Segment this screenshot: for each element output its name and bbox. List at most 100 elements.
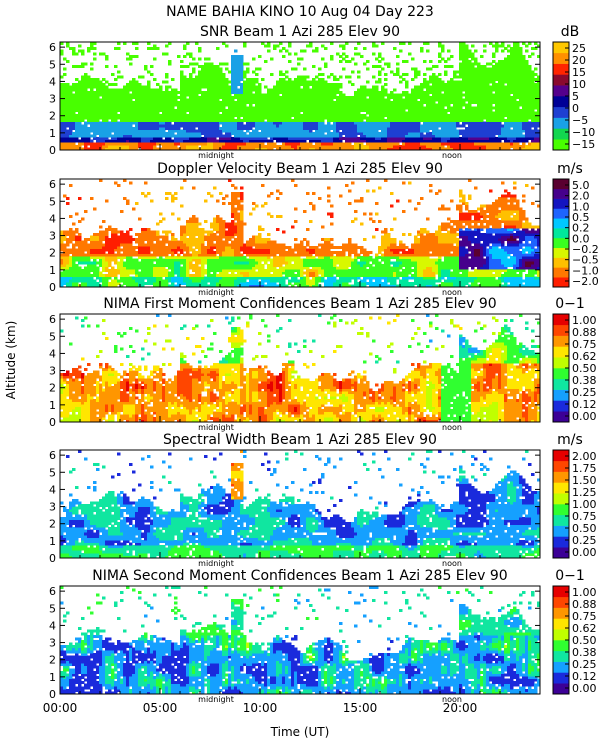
heatmap-cell [354,127,357,130]
heatmap-cell [156,93,159,96]
heatmap-cell [222,117,225,120]
heatmap-cell [411,145,414,148]
heatmap-cell [366,122,369,125]
heatmap-cell [348,127,351,130]
heatmap-cell [363,96,366,99]
heatmap-cell [258,93,261,96]
heatmap-cell [474,60,477,63]
heatmap-cell [213,75,216,78]
heatmap-cell [138,96,141,99]
heatmap-cell [297,117,300,120]
heatmap-cell [297,129,300,132]
heatmap-cell [345,132,348,135]
heatmap-cell [294,52,297,55]
heatmap-cell [378,119,381,122]
heatmap-cell [348,99,351,102]
heatmap-cell [282,132,285,135]
heatmap-cell [405,114,408,117]
heatmap-cell [234,106,237,109]
heatmap-cell [252,111,255,114]
heatmap-cell [393,104,396,107]
heatmap-cell [66,111,69,114]
heatmap-cell [459,70,462,73]
heatmap-cell [252,132,255,135]
heatmap-cell [402,106,405,109]
heatmap-cell [180,135,183,138]
heatmap-cell [336,140,339,143]
heatmap-cell [252,101,255,104]
heatmap-cell [213,114,216,117]
y-tick-label: 3 [49,93,56,106]
heatmap-cell [288,106,291,109]
heatmap-cell [129,86,132,89]
heatmap-cell [528,91,531,94]
heatmap-cell [456,81,459,84]
heatmap-cell [375,101,378,104]
heatmap-cell [117,127,120,130]
heatmap-cell [231,109,234,112]
heatmap-cell [93,81,96,84]
heatmap-cell [474,81,477,84]
heatmap-cell [111,88,114,91]
heatmap-cell [183,137,186,140]
heatmap-cell [399,135,402,138]
heatmap-cell [432,140,435,143]
heatmap-cell [78,236,81,239]
heatmap-cell [483,122,486,125]
heatmap-cell [483,81,486,84]
heatmap-cell [249,124,252,127]
heatmap-cell [393,145,396,148]
heatmap-cell [453,127,456,130]
heatmap-cell [165,81,168,84]
heatmap-cell [405,132,408,135]
heatmap-cell [78,101,81,104]
heatmap-cell [387,145,390,148]
heatmap-cell [381,101,384,104]
heatmap-cell [159,86,162,89]
heatmap-cell [468,93,471,96]
heatmap-cell [405,127,408,130]
heatmap-cell [351,111,354,114]
heatmap-cell [219,142,222,145]
heatmap-cell [183,119,186,122]
heatmap-cell [510,101,513,104]
heatmap-cell [174,104,177,107]
heatmap-cell [303,111,306,114]
heatmap-cell [78,274,81,277]
heatmap-cell [450,101,453,104]
heatmap-cell [228,70,231,73]
heatmap-cell [465,75,468,78]
heatmap-cell [78,261,81,264]
heatmap-cell [69,238,72,241]
heatmap-cell [177,55,180,58]
heatmap-cell [309,124,312,127]
heatmap-cell [378,91,381,94]
heatmap-cell [417,127,420,130]
heatmap-cell [300,91,303,94]
heatmap-cell [174,109,177,112]
colorbar-tick-label: −15 [572,138,595,151]
heatmap-cell [165,124,168,127]
heatmap-cell [468,99,471,102]
heatmap-cell [141,111,144,114]
heatmap-cell [411,109,414,112]
heatmap-cell [414,91,417,94]
heatmap-cell [519,93,522,96]
heatmap-cell [183,109,186,112]
heatmap-cell [195,63,198,66]
heatmap-cell [459,86,462,89]
heatmap-cell [228,106,231,109]
heatmap-cell [195,117,198,120]
heatmap-cell [522,135,525,138]
heatmap-cell [132,132,135,135]
heatmap-cell [501,91,504,94]
heatmap-cell [489,132,492,135]
heatmap-cell [525,88,528,91]
heatmap-cell [231,81,234,84]
heatmap-cell [231,63,234,66]
heatmap-cell [345,55,348,58]
heatmap-cell [246,93,249,96]
heatmap-cell [180,65,183,68]
heatmap-cell [171,96,174,99]
heatmap-cell [186,93,189,96]
